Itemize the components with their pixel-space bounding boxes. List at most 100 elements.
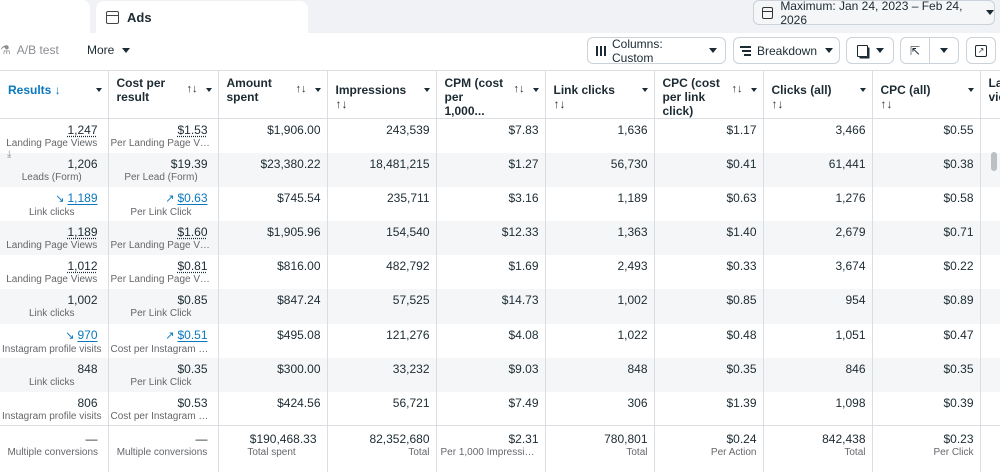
cell-cpc-all: $0.58	[872, 187, 980, 221]
ab-test-button[interactable]: ⚗ A/B test	[0, 43, 59, 57]
cost-per-result-value[interactable]: $19.39	[171, 157, 208, 171]
cell-cpc-all: $0.89	[872, 289, 980, 323]
trend-up-icon: ↗	[165, 193, 174, 205]
column-header-amount-spent[interactable]: Amount spent ↑↓	[218, 71, 327, 119]
sort-icon[interactable]: ↑↓	[187, 83, 198, 95]
cost-per-result-value[interactable]: $0.35	[177, 362, 207, 376]
column-header-landing-page-views[interactable]: La vie	[980, 71, 1000, 119]
sort-icon[interactable]: ↑↓	[732, 83, 743, 95]
date-range-picker[interactable]: Maximum: Jan 24, 2023 – Feb 24, 2026	[753, 0, 995, 25]
chevron-down-icon	[825, 48, 833, 53]
cost-per-result-value[interactable]: $0.53	[177, 396, 207, 410]
reports-button[interactable]	[846, 37, 894, 64]
chevron-down-icon[interactable]	[315, 88, 321, 92]
tab-ads[interactable]: Ads	[96, 1, 308, 33]
cell-cpc-all: $0.35	[872, 358, 980, 392]
cell-link-clicks: 1,636	[545, 119, 654, 153]
more-button[interactable]: More	[87, 43, 130, 57]
cost-per-result-type: Per Lead (Form)	[111, 171, 212, 184]
chevron-down-icon[interactable]	[968, 88, 974, 92]
charts-button[interactable]: ↗	[966, 37, 996, 64]
sort-icon[interactable]: ↑↓	[296, 83, 307, 95]
cost-per-result-type: Per Link Click	[111, 206, 212, 219]
cost-per-result-value[interactable]: $1.60	[177, 225, 207, 239]
cost-per-result-value[interactable]: $0.63	[177, 191, 207, 205]
results-value[interactable]: 806	[77, 396, 97, 410]
chevron-down-icon[interactable]	[206, 88, 212, 92]
tab-previous[interactable]	[0, 0, 90, 33]
column-header-cpc-all[interactable]: CPC (all) ↑↓	[872, 71, 980, 119]
cost-per-result-value[interactable]: $1.53	[177, 123, 207, 137]
column-header-impressions[interactable]: Impressions ↑↓	[327, 71, 436, 119]
export-button[interactable]: ⇱	[900, 37, 930, 64]
chevron-down-icon[interactable]	[424, 88, 430, 92]
sort-icon[interactable]: ↑↓	[514, 83, 525, 95]
column-header-link-clicks[interactable]: Link clicks ↑↓	[545, 71, 654, 119]
chevron-down-icon[interactable]	[642, 88, 648, 92]
results-value[interactable]: 970	[77, 328, 97, 342]
cost-per-result-value[interactable]: $0.81	[177, 259, 207, 273]
vertical-scrollbar[interactable]	[991, 152, 997, 171]
results-type: Link clicks	[2, 307, 102, 320]
cell-landing-page-views	[980, 255, 1000, 289]
date-range-label: Maximum: Jan 24, 2023 – Feb 24, 2026	[780, 0, 978, 27]
results-value[interactable]: 1,189	[67, 191, 97, 205]
export-menu-button[interactable]	[929, 37, 959, 64]
cell-clicks-all: 61,441	[763, 153, 872, 187]
results-value[interactable]: 1,012	[67, 259, 97, 273]
breakdown-button[interactable]: Breakdown	[733, 37, 840, 64]
chevron-down-icon[interactable]	[96, 88, 102, 92]
cell-cpm: $7.49	[436, 392, 545, 426]
cost-per-result-value[interactable]: $0.85	[177, 293, 207, 307]
column-header-clicks-all[interactable]: Clicks (all) ↑↓	[763, 71, 872, 119]
results-value[interactable]: 1,206	[67, 157, 97, 171]
chevron-down-icon[interactable]	[533, 88, 539, 92]
results-value[interactable]: 1,189	[67, 225, 97, 239]
cell-amount-spent: $300.00	[218, 358, 327, 392]
trend-chart-icon: ↗	[975, 45, 987, 57]
download-icon[interactable]: ⤓	[7, 149, 11, 160]
columns-button[interactable]: Columns: Custom	[587, 37, 726, 64]
chevron-down-icon[interactable]	[860, 88, 866, 92]
cost-per-result-value[interactable]: $0.51	[177, 328, 207, 342]
results-value[interactable]: 848	[77, 362, 97, 376]
results-value[interactable]: 1,002	[67, 293, 97, 307]
results-type: Instagram profile visits	[2, 410, 102, 423]
cell-link-clicks: 56,730	[545, 153, 654, 187]
cell-link-clicks: 1,189	[545, 187, 654, 221]
column-header-results[interactable]: Results ↓	[0, 71, 108, 119]
cell-landing-page-views	[980, 221, 1000, 255]
column-header-cost-per-result[interactable]: Cost per result ↑↓	[108, 71, 218, 119]
column-header-cpm[interactable]: CPM (cost per 1,000... ↑↓	[436, 71, 545, 119]
column-header-cpc-link[interactable]: CPC (cost per link click) ↑↓	[654, 71, 763, 119]
chevron-down-icon[interactable]	[751, 88, 757, 92]
results-value[interactable]: 1,247	[67, 123, 97, 137]
